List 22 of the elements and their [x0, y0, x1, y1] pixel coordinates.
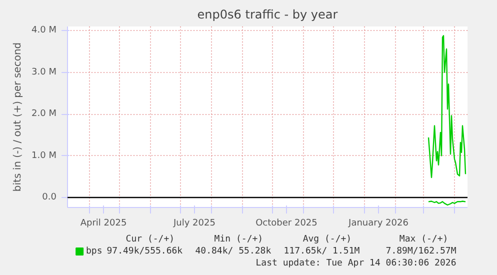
y-tick-label: 2.0 M — [32, 109, 57, 120]
y-tick-label: 0.0 — [42, 192, 57, 202]
x-tick-label: January 2026 — [348, 218, 409, 228]
x-tick-label: July 2025 — [172, 218, 216, 228]
text: Avg (-/+) — [302, 234, 352, 244]
text: 117.65k/ 1.51M — [284, 246, 360, 256]
text: Max (-/+) — [399, 234, 448, 244]
y-tick-label: 1.0 M — [32, 150, 57, 161]
text: 97.49k/555.66k — [106, 246, 184, 256]
y-tick-label: 3.0 M — [32, 67, 57, 78]
y-tick-label: 4.0 M — [32, 26, 57, 36]
legend-label: bps — [86, 246, 102, 256]
text: Last update: Tue Apr 14 06:30:06 2026 — [256, 258, 456, 268]
text: 40.84k/ 55.28k — [195, 246, 272, 256]
line-series — [428, 35, 466, 178]
text: Min (-/+) — [214, 234, 264, 244]
text: Cur (-/+) — [126, 234, 175, 244]
chart-title: enp0s6 traffic - by year — [197, 8, 338, 22]
y-axis-title: bits in (-) / out (+) per second — [12, 42, 24, 192]
x-tick-label: October 2025 — [256, 218, 318, 228]
text: 7.89M/162.57M — [386, 246, 457, 256]
x-tick-label: April 2025 — [80, 218, 127, 228]
